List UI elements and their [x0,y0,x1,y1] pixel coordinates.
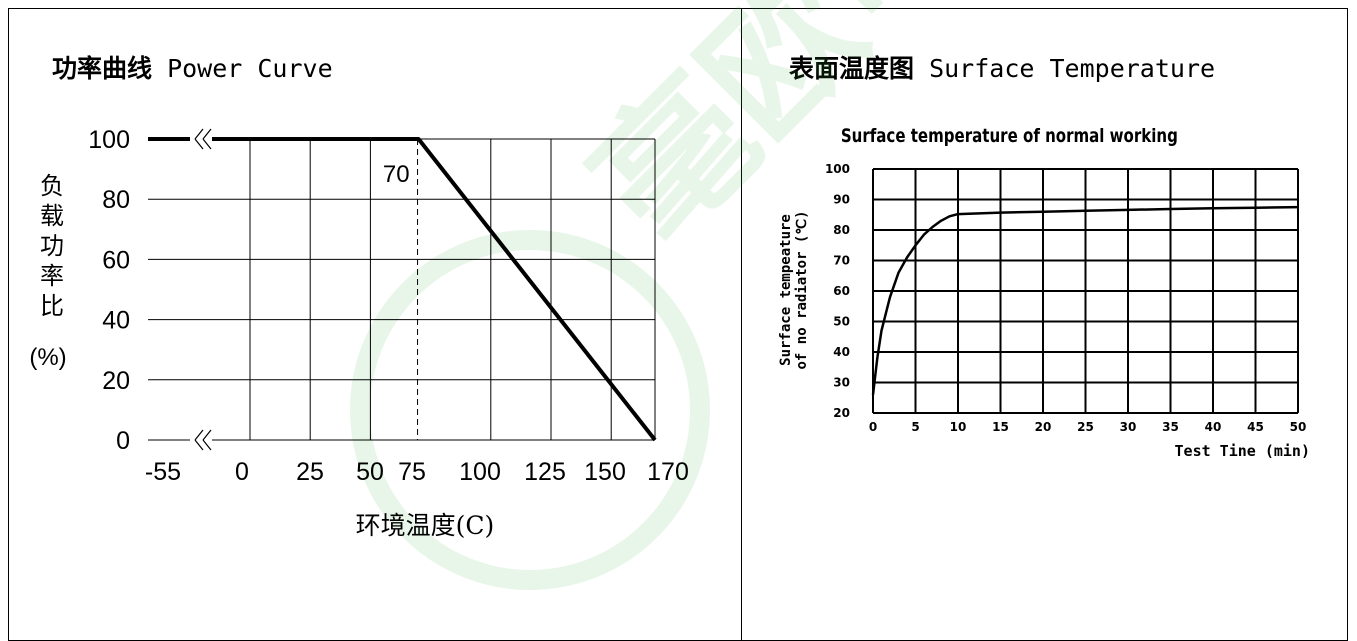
y-tick-label: 100 [825,162,850,176]
y-axis-label-char: 比 [40,292,64,320]
y-axis-label-line2: of no radiator (℃) [794,210,810,369]
x-tick-label: 125 [524,458,566,486]
x-tick-label: 50 [1290,420,1307,434]
y-tick-label: 60 [102,246,130,274]
y-tick-label: 80 [102,186,130,214]
x-tick-label: 150 [584,458,626,486]
y-axis-label-char: 载 [40,202,64,230]
y-tick-label: 50 [833,315,850,329]
x-tick-label: 5 [911,420,919,434]
y-tick-label: 70 [833,254,850,268]
y-tick-label: 40 [833,345,850,359]
power-curve-plot: 70 0 20 40 60 80 100 -55 0 25 50 75 100 125 150 170 负载功率… [29,126,689,540]
y-axis-label-line1: Surface tempeature [778,214,794,366]
surface-temp-plot: Surface temperature of normal working 20 3… [778,125,1310,460]
y-tick-label: 30 [833,376,850,390]
x-tick-label: 0 [235,458,249,486]
x-tick-label: 35 [1162,420,1179,434]
title-zh: 功率曲线 [52,54,153,83]
y-axis-label-char: 率 [40,262,64,290]
x-tick-label: 0 [869,420,877,434]
title-en: Power Curve [167,54,333,83]
surface-temperature-panel: 表面温度图 Surface Temperature [741,8,1348,641]
y-tick-label: 0 [116,427,130,455]
y-axis-label-unit: (%) [29,344,66,371]
surface-temperature-panel-title: 表面温度图 Surface Temperature [789,49,1215,85]
x-tick-label: 100 [459,458,501,486]
y-tick-label: 80 [833,223,850,237]
x-tick-label: 75 [398,458,426,486]
axis-break-mark [194,128,212,150]
x-tick-label: 25 [1077,420,1094,434]
y-axis-label-group: Surface tempeature of no radiator (℃) [778,210,810,369]
x-tick-label: 170 [647,458,689,486]
title-zh: 表面温度图 [789,54,915,83]
power-curve-panel-title: 功率曲线 Power Curve [52,49,333,85]
axis-break-mask [190,127,212,151]
title-en: Surface Temperature [929,54,1216,83]
chart-title: Surface temperature of normal working [841,125,1178,147]
axis-break-mask [190,428,212,452]
x-axis-label: 环境温度(C) [356,511,495,540]
x-tick-label: 20 [1035,420,1052,434]
y-tick-label: 20 [102,367,130,395]
x-tick-label: -55 [145,458,181,486]
x-tick-label: 25 [296,458,324,486]
y-tick-label: 60 [833,284,850,298]
temperature-curve-line [871,205,1299,395]
y-axis-label-char: 功 [40,232,64,260]
axis-break-mark [194,429,212,451]
x-tick-label: 40 [1205,420,1222,434]
y-tick-label: 20 [833,406,850,420]
x-tick-label: 10 [950,420,967,434]
x-tick-label: 30 [1120,420,1137,434]
x-tick-label: 50 [356,458,384,486]
annotation-70: 70 [383,161,410,188]
x-tick-label: 45 [1247,420,1264,434]
y-tick-label: 100 [88,126,130,154]
power-curve-panel: 功率曲线 Power Curve [8,8,742,641]
y-tick-label: 90 [833,193,850,207]
x-tick-label: 15 [992,420,1009,434]
power-curve-line [148,137,657,442]
y-axis-label-char: 负 [40,172,64,200]
y-tick-label: 40 [102,307,130,335]
x-axis-label: Test Tine (min) [1175,442,1310,460]
